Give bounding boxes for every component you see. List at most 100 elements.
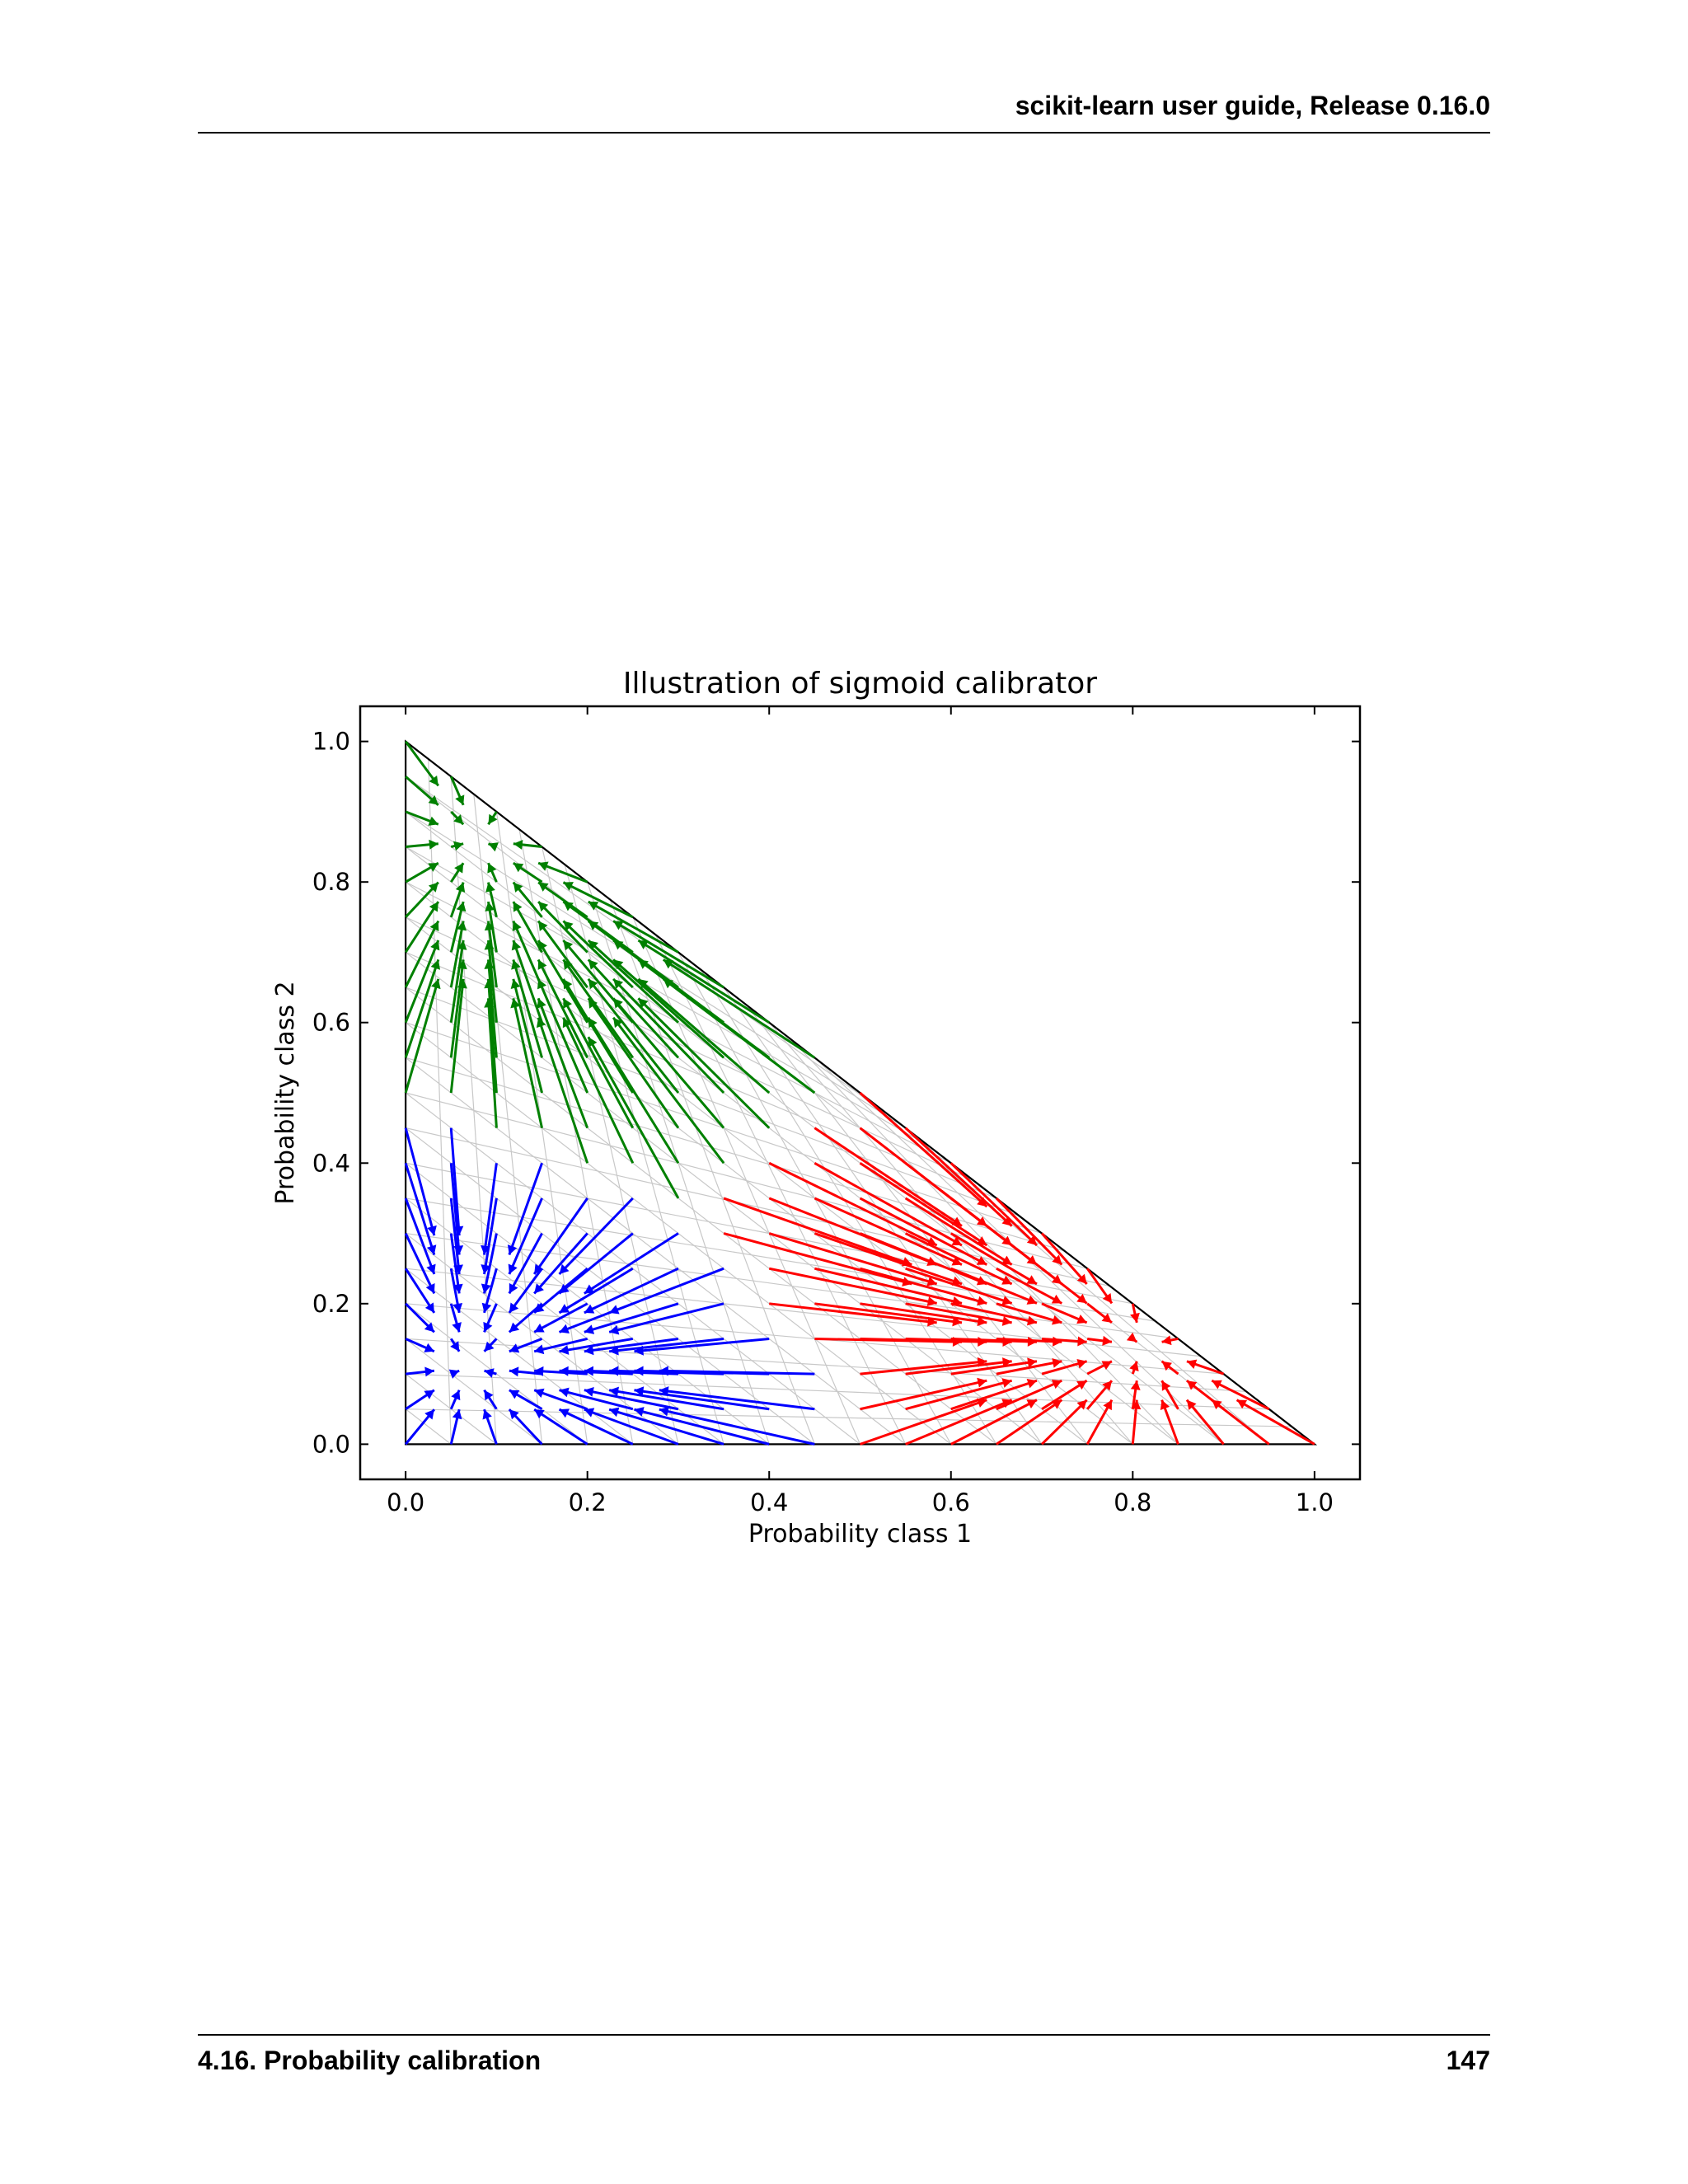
x-tick-label: 0.8 (1114, 1488, 1151, 1516)
arrow-shaft (533, 1337, 588, 1353)
arrow-shaft (449, 940, 465, 1023)
arrow-head (455, 882, 466, 893)
arrow-head (429, 921, 439, 932)
arrow-head (609, 1305, 620, 1315)
arrow-head (1186, 1380, 1198, 1390)
arrow-head (485, 902, 495, 912)
arrow-head (513, 902, 523, 912)
arrow-shaft (512, 997, 544, 1128)
arrow-shaft (533, 1408, 588, 1446)
arrow-head (534, 1263, 544, 1275)
arrow-shaft (996, 1399, 1063, 1446)
arrow-head (613, 921, 624, 930)
arrow-shaft (562, 978, 635, 1094)
arrow-shaft (486, 921, 498, 988)
arrow-shaft (584, 1389, 679, 1411)
arrow-head (563, 882, 574, 891)
x-axis-title: Probability class 1 (748, 1520, 972, 1549)
arrow-head (428, 882, 438, 893)
arrow-head (1186, 1399, 1197, 1410)
arrow-head (456, 902, 467, 912)
arrow-shaft (537, 901, 588, 954)
grid-line (405, 846, 1179, 1445)
arrow-shaft (860, 1379, 987, 1411)
arrow-shaft (1040, 1399, 1088, 1446)
arrow-shaft (558, 1197, 634, 1276)
arrow-head (534, 1283, 544, 1294)
arrow-head (450, 1341, 460, 1352)
arrow-shaft (814, 1127, 963, 1227)
arrow-shaft (558, 1267, 634, 1315)
arrow-shaft (662, 977, 816, 1094)
arrow-shaft (449, 959, 465, 1058)
arrow-head (563, 959, 573, 970)
arrow-head (659, 1406, 669, 1417)
arrow-shaft (562, 958, 635, 1059)
arrow-shaft (950, 1379, 1038, 1411)
arrow-head (1102, 1335, 1112, 1346)
arrow-head (485, 882, 495, 893)
arrow-shaft (558, 1408, 634, 1446)
arrow-head (424, 1366, 434, 1377)
y-tick-label: 1.0 (312, 728, 350, 756)
arrow-head (429, 839, 438, 850)
arrow-head (534, 1388, 545, 1399)
arrow-shaft (584, 1232, 679, 1295)
x-tick-label: 0.2 (569, 1488, 607, 1516)
arrow-head (584, 1386, 594, 1397)
arrow-head (1076, 1380, 1087, 1390)
grid-line (405, 987, 997, 1445)
arrow-head (1076, 1358, 1087, 1369)
arrow-head (977, 1316, 987, 1327)
arrow-head (509, 1409, 519, 1420)
arrow-shaft (559, 1337, 634, 1353)
arrow-head (1001, 1316, 1012, 1326)
arrow-shaft (768, 1161, 938, 1247)
arrow-head (537, 959, 547, 970)
arrow-head (634, 1366, 644, 1376)
arrow-head (509, 1366, 519, 1377)
arrow-head (559, 1283, 570, 1294)
arrow-shaft (587, 958, 680, 1059)
arrow-shaft (587, 1036, 680, 1199)
arrow-shaft (950, 1360, 1038, 1376)
arrow-head (559, 1324, 570, 1333)
arrow-head (559, 1304, 570, 1313)
x-tick-label: 0.4 (750, 1488, 788, 1516)
arrow-shaft (559, 1389, 634, 1411)
arrow-head (428, 795, 438, 805)
arrow-head (1130, 1380, 1141, 1390)
arrow-head (507, 1244, 518, 1255)
arrow-shaft (608, 1408, 724, 1446)
arrow-head (663, 978, 674, 989)
arrow-shaft (860, 1267, 987, 1305)
arrow-head (588, 998, 598, 1009)
arrow-shaft (634, 1337, 770, 1353)
arrow-head (951, 1236, 963, 1246)
arrow-head (513, 839, 523, 850)
arrow-head (1212, 1399, 1222, 1410)
arrow-shaft (449, 921, 465, 988)
arrow-head (509, 1302, 519, 1313)
arrow-head (482, 1409, 492, 1420)
arrow-head (511, 959, 521, 970)
arrow-head (452, 1322, 462, 1333)
arrow-head (534, 1323, 545, 1333)
arrow-head (534, 1409, 545, 1419)
arrow-shaft (905, 1267, 1013, 1305)
arrow-shaft (562, 1017, 635, 1164)
y-tick-label: 0.6 (312, 1009, 350, 1037)
arrow-head (487, 863, 497, 874)
arrow-head (1161, 1335, 1172, 1346)
arrow-head (584, 1284, 595, 1294)
arrow-shaft (860, 1399, 987, 1446)
arrow-head (452, 1302, 463, 1313)
grid-line (405, 1268, 634, 1445)
arrow-head (588, 1037, 598, 1047)
header-title: scikit-learn user guide, Release 0.16.0 (1015, 91, 1490, 120)
arrow-head (1129, 1361, 1139, 1372)
arrow-shaft (996, 1360, 1062, 1376)
arrow-head (1102, 1380, 1112, 1391)
arrow-shaft (508, 1268, 543, 1314)
arrow-head (588, 921, 599, 930)
